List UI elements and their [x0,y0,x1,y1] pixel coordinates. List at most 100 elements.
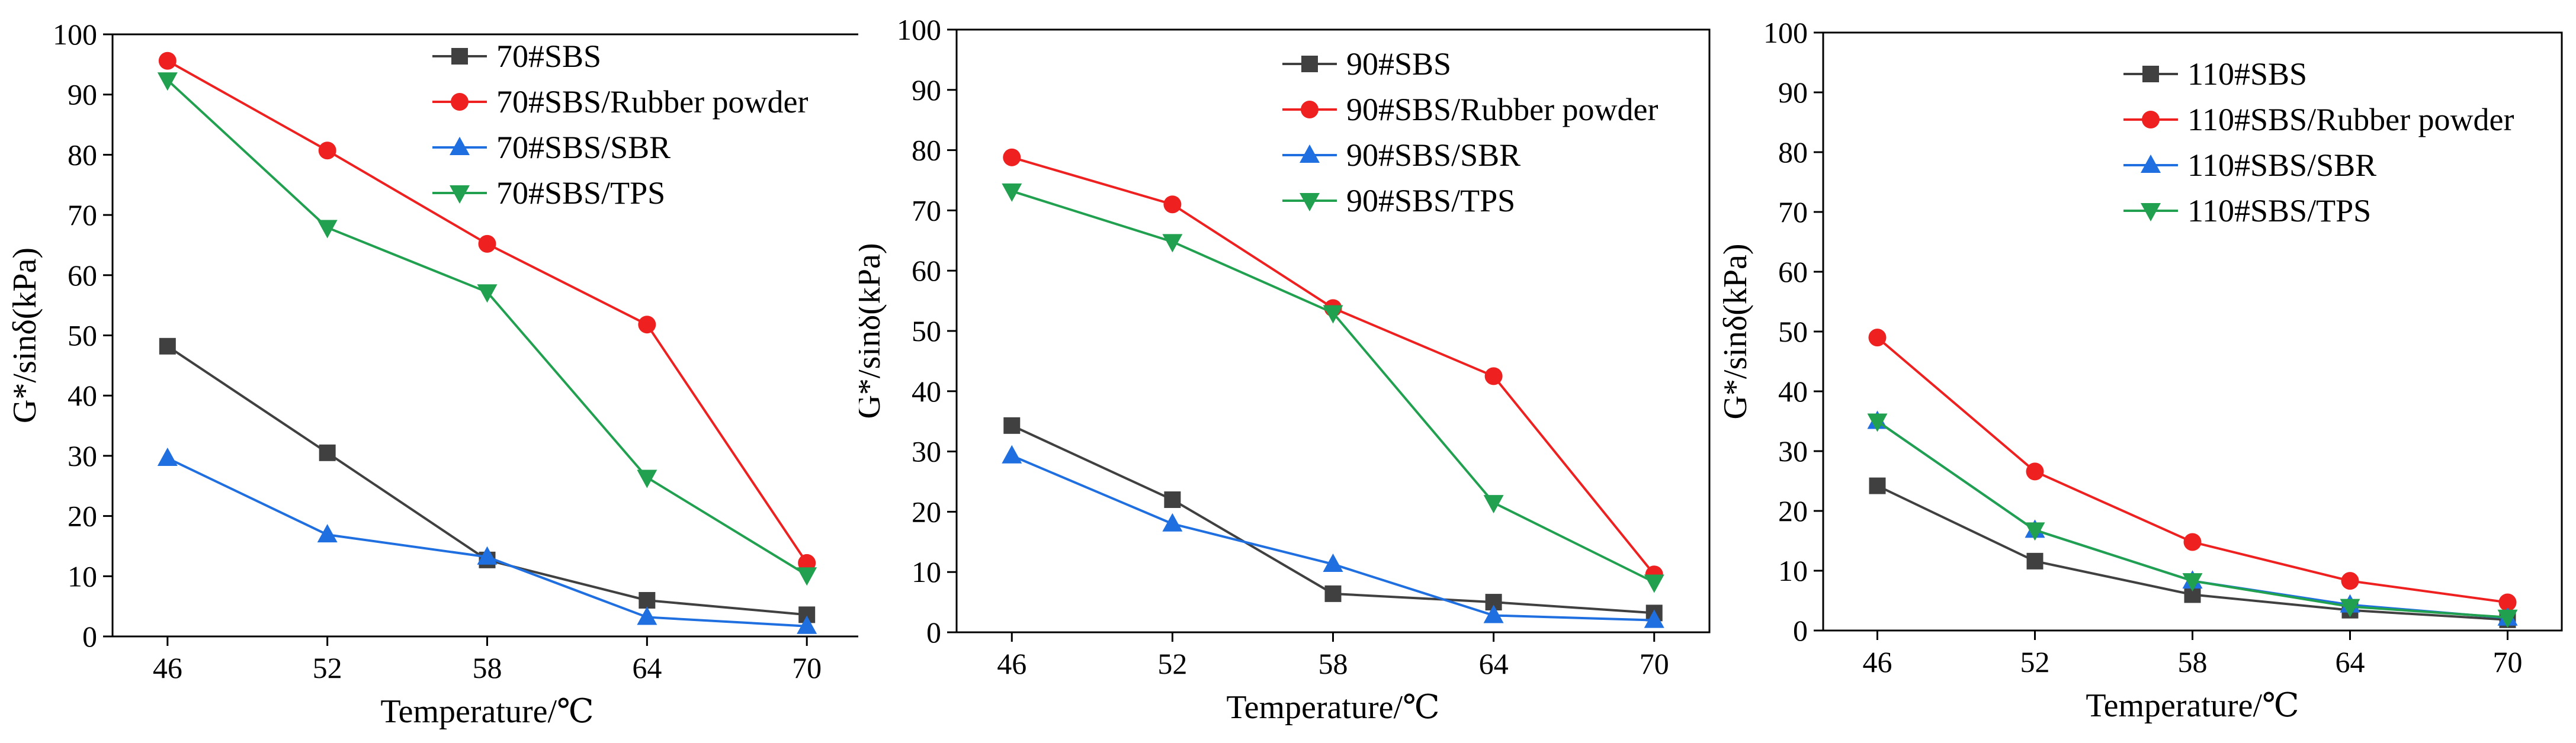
data-point-sbr [797,615,817,634]
legend-label-sbr: 70#SBS/SBR [496,130,671,165]
legend-label-sbr: 110#SBS/SBR [2187,147,2376,183]
legend-marker-tps [2141,203,2161,221]
y-tick-label: 10 [912,555,941,588]
data-point-rubber [1163,195,1182,214]
x-tick-label: 64 [2335,645,2365,678]
legend-marker-sbr [2141,155,2161,173]
data-point-rubber [478,234,496,253]
x-tick-label: 52 [1157,647,1187,680]
legend-label-rubber: 110#SBS/Rubber powder [2187,102,2514,137]
data-point-sbs [1164,491,1181,509]
y-axis-title: G*/sinδ(kPa) [7,247,43,423]
data-point-rubber [2026,462,2044,481]
data-point-tps [157,72,178,91]
legend-marker-sbs [1301,56,1318,72]
y-tick-label: 90 [912,73,941,107]
data-point-rubber [2498,593,2517,612]
data-point-tps [2025,522,2045,541]
y-tick-label: 30 [912,435,941,468]
legend-marker-tps [1300,193,1320,211]
x-tick-label: 52 [313,651,342,684]
x-axis-title: Temperature/℃ [380,693,594,730]
chart-panel-110: 0 10 20 30 40 50 60 70 80 90 100 46 52 58 64 70 Temperat… [1718,16,2563,724]
y-tick-label: 80 [912,134,941,167]
series-line-tps [1011,189,1655,584]
y-tick-label: 90 [1778,76,1808,109]
data-point-sbs [639,591,656,609]
y-tick-label: 60 [912,254,941,287]
y-tick-label: 30 [1778,435,1808,468]
data-point-sbr [1002,445,1022,464]
y-tick-label: 40 [68,379,97,412]
y-tick-label: 70 [912,194,941,227]
data-point-rubber [318,141,336,160]
y-tick-label: 50 [1778,315,1808,348]
legend-marker-rubber [1301,101,1319,118]
y-tick-label: 20 [912,495,941,528]
data-point-tps [637,469,657,488]
data-point-tps [1162,234,1183,253]
legend-marker-rubber [451,93,469,111]
data-point-tps [1483,495,1504,514]
data-point-rubber [1484,367,1503,385]
y-tick-label: 80 [1778,136,1808,169]
legend-label-rubber: 90#SBS/Rubber powder [1346,92,1658,127]
data-point-tps [2182,573,2203,592]
legend-label-sbr: 90#SBS/SBR [1346,137,1520,173]
x-tick-label: 46 [997,647,1026,680]
y-tick-label: 0 [926,616,941,649]
plot-frame [111,33,858,638]
data-point-rubber [158,52,177,70]
series-line-sbs [166,345,807,616]
y-tick-label: 10 [68,559,97,593]
data-point-sbs [2026,552,2044,570]
legend-marker-sbr [450,137,470,155]
y-tick-label: 30 [68,439,97,472]
data-point-rubber [1868,329,1887,347]
data-point-sbs [319,444,336,461]
y-tick-label: 70 [1778,195,1808,229]
data-point-rubber [1003,148,1021,166]
data-point-tps [477,284,498,303]
x-tick-label: 58 [2178,645,2208,678]
chart-panel-90: 0 10 20 30 40 50 60 70 80 90 100 46 52 58 64 70 Temperat… [859,13,1711,726]
data-point-sbr [1323,553,1343,572]
data-point-rubber [2183,533,2202,551]
legend-label-tps: 90#SBS/TPS [1346,183,1515,218]
y-tick-label: 40 [1778,375,1808,408]
legend-marker-sbr [1300,144,1320,163]
data-point-sbr [1162,513,1183,532]
data-point-sbs [1003,417,1021,434]
y-tick-label: 10 [1778,554,1808,587]
x-axis-title: Temperature/℃ [2086,687,2299,724]
legend-label-sbs: 110#SBS [2187,56,2307,92]
data-point-rubber [2341,572,2359,590]
legend-marker-tps [450,185,470,204]
data-point-sbr [157,447,178,466]
legend-label-sbs: 90#SBS [1346,46,1451,82]
data-point-tps [1002,183,1022,202]
data-point-sbr [1483,604,1504,623]
x-axis-title: Temperature/℃ [1226,689,1439,726]
data-point-sbs [1324,585,1342,602]
y-tick-label: 40 [912,375,941,408]
y-tick-label: 0 [1793,614,1808,647]
x-tick-label: 52 [2020,645,2050,678]
y-tick-label: 100 [897,13,941,46]
data-point-tps [1644,574,1664,593]
legend-label-sbs: 70#SBS [496,38,601,74]
x-tick-label: 46 [1863,645,1892,678]
x-tick-label: 64 [1479,647,1509,680]
legend-label-tps: 70#SBS/TPS [496,175,665,211]
x-tick-label: 64 [632,651,662,684]
y-tick-label: 50 [912,314,941,348]
y-tick-label: 70 [68,198,97,231]
data-point-tps [2497,609,2518,628]
y-tick-label: 60 [1778,255,1808,288]
y-tick-label: 80 [68,138,97,171]
series-line-tps [166,79,808,576]
legend-label-tps: 110#SBS/TPS [2187,193,2371,229]
data-point-sbs [1869,477,1886,494]
x-tick-label: 46 [153,651,182,684]
